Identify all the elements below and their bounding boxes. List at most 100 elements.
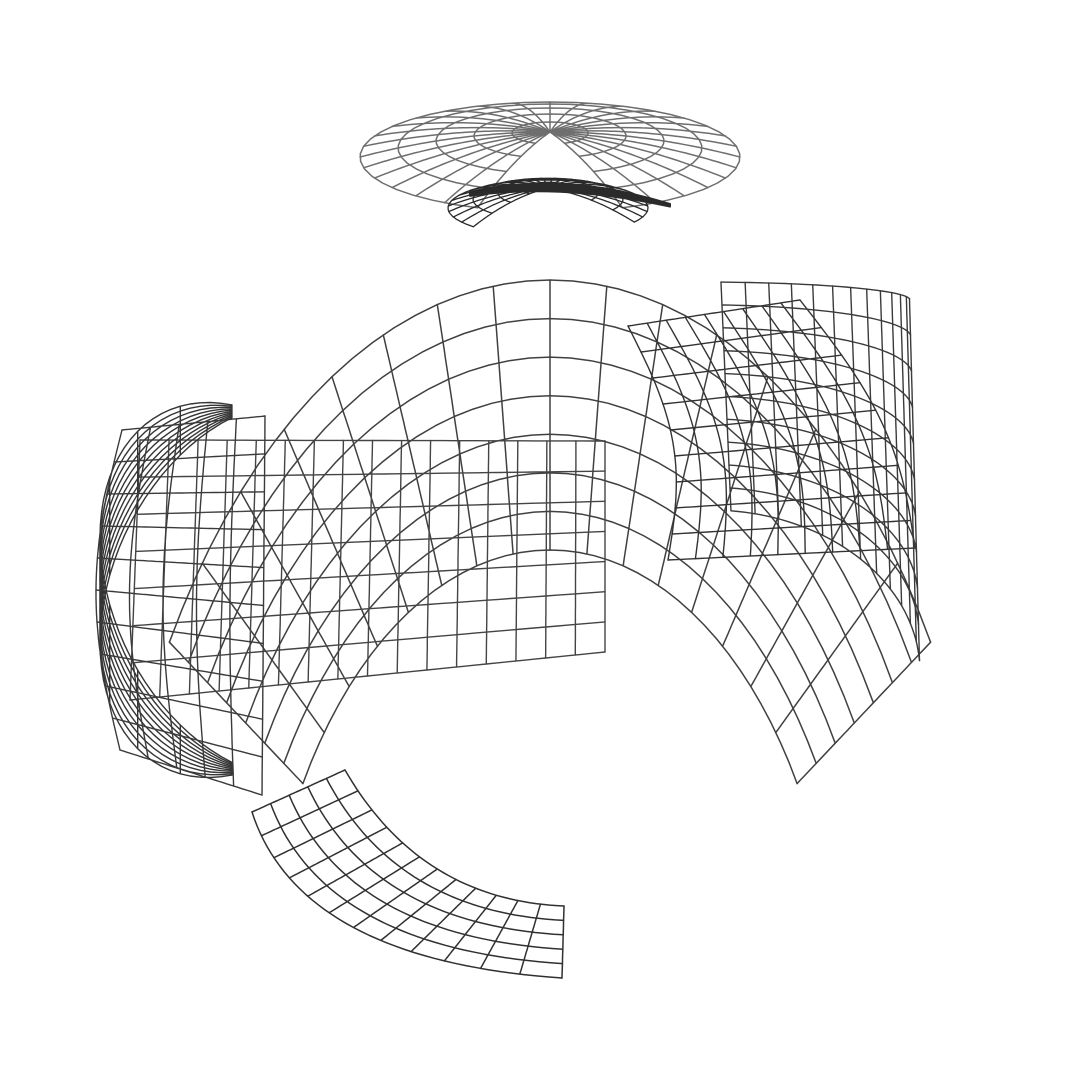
top-sliver-line — [469, 190, 671, 208]
top-cap-upper-u-line — [359, 131, 551, 158]
middle-sheet-v-line — [136, 500, 606, 515]
bottom-fragment-u-line — [479, 899, 519, 970]
right-cylinder-v-line — [723, 350, 914, 408]
middle-sheet-u-line — [277, 439, 286, 686]
middle-sheet-v-line — [139, 439, 606, 442]
right-sheet-v-line — [674, 492, 907, 509]
middle-sheet-v-line — [137, 470, 606, 478]
middle-sheet-v-line — [132, 591, 606, 627]
upper-band-v-line — [168, 279, 932, 643]
top-cap-upper-v-line — [359, 101, 741, 209]
top-cap-upper-v-line — [511, 121, 589, 144]
upper-band-v-line — [283, 510, 817, 765]
right-cylinder-v-line — [724, 372, 915, 445]
middle-sheet-v-line — [133, 560, 606, 590]
middle-sheet-v-line — [130, 621, 606, 664]
top-cap-upper-v-line — [473, 113, 627, 158]
upper-band-v-line — [187, 317, 913, 664]
upper-band-u-line — [775, 562, 899, 734]
top-cap-upper-u-line — [549, 126, 727, 137]
bottom-fragment-u-line — [443, 894, 498, 962]
middle-sheet-u-line — [544, 440, 548, 659]
middle-sheet-u-line — [426, 439, 432, 671]
right-cylinder-v-line — [725, 395, 916, 481]
right-sheet-u-line — [780, 302, 889, 550]
bottom-fragment-u-line — [410, 887, 477, 953]
top-sliver-mesh — [469, 182, 671, 208]
right-cylinder-v-line — [730, 510, 921, 662]
left-sheet-mesh — [95, 415, 266, 796]
bottom-fragment-v-line — [307, 786, 564, 936]
right-sheet-v-line — [674, 437, 890, 457]
right-sheet-u-line — [627, 325, 677, 561]
middle-sheet-u-line — [515, 440, 519, 662]
bottom-fragment-u-line — [561, 905, 565, 979]
top-cap-upper-u-line — [414, 116, 551, 133]
upper-band-u-line — [168, 641, 304, 785]
bottom-fragment-u-line — [307, 842, 404, 897]
right-sheet-u-line — [742, 308, 834, 553]
upper-band-u-line — [436, 303, 478, 567]
middle-sheet-u-line — [396, 439, 403, 674]
top-cap-upper-v-line — [397, 103, 703, 190]
top-cap-upper-u-line — [415, 131, 551, 197]
right-sheet-u-line — [684, 316, 753, 557]
bottom-fragment-u-line — [352, 868, 439, 929]
right-cylinder-v-line — [729, 487, 920, 626]
bottom-fragment-mesh — [251, 769, 565, 979]
upper-band-u-line — [382, 334, 443, 587]
left-sheet-v-line — [111, 717, 263, 758]
middle-sheet-u-line — [248, 439, 257, 689]
top-cap-upper-u-line — [549, 131, 738, 169]
upper-band-u-line — [657, 334, 718, 587]
middle-sheet-u-line — [159, 439, 170, 698]
left-sheet-v-line — [119, 749, 263, 796]
right-sheet-v-line — [671, 519, 912, 535]
wireframe-patches — [95, 101, 932, 979]
top-cap-upper-u-line — [373, 126, 551, 137]
left-sheet-v-line — [106, 491, 266, 495]
middle-sheet-u-line — [455, 440, 461, 668]
middle-sheet-v-line — [129, 651, 606, 701]
right-sheet-v-line — [667, 547, 916, 561]
right-sheet-u-line — [761, 305, 861, 552]
top-cap-upper-u-line — [362, 131, 551, 169]
bottom-fragment-u-line — [260, 790, 359, 837]
right-sheet-v-line — [662, 382, 861, 405]
top-cap-upper-v-line — [435, 107, 665, 173]
middle-sheet-u-line — [574, 440, 577, 656]
upper-band-v-line — [244, 433, 856, 724]
top-cap-upper-u-line — [443, 110, 551, 133]
top-cap-upper-u-line — [549, 116, 686, 133]
top-cap-upper-u-line — [362, 130, 551, 148]
bottom-fragment-v-line — [325, 777, 565, 922]
upper-band-u-line — [796, 641, 932, 785]
right-cylinder-v-line — [727, 441, 918, 553]
left-sheet-v-line — [121, 415, 266, 431]
top-cap-upper-u-line — [549, 131, 741, 158]
bottom-fragment-v-line — [251, 811, 563, 979]
upper-band-u-line — [721, 428, 817, 647]
left-sheet-v-line — [96, 557, 265, 569]
top-cap-upper-u-line — [549, 110, 657, 133]
right-sheet-v-line — [669, 409, 877, 431]
top-cap-upper-u-line — [391, 121, 551, 133]
top-cap-upper-u-line — [549, 131, 709, 189]
upper-band-u-line — [622, 303, 664, 567]
top-cap-upper-u-line — [549, 131, 657, 204]
left-sheet-v-line — [99, 653, 264, 682]
right-sheet-u-line — [646, 322, 702, 560]
middle-sheet-u-line — [337, 439, 345, 680]
bottom-fragment-u-line — [273, 809, 373, 859]
bottom-fragment-u-line — [251, 769, 346, 813]
right-cylinder-v-line — [726, 418, 917, 517]
bottom-fragment-u-line — [328, 856, 421, 914]
top-cap-upper-u-line — [549, 130, 738, 148]
upper-band-u-line — [586, 285, 608, 555]
right-cylinder-v-line — [721, 304, 912, 336]
right-sheet-v-line — [627, 299, 801, 327]
upper-band-u-line — [283, 428, 379, 647]
bottom-fragment-v-line — [344, 769, 565, 907]
left-sheet-v-line — [95, 589, 265, 607]
right-sheet-u-line — [799, 299, 916, 549]
